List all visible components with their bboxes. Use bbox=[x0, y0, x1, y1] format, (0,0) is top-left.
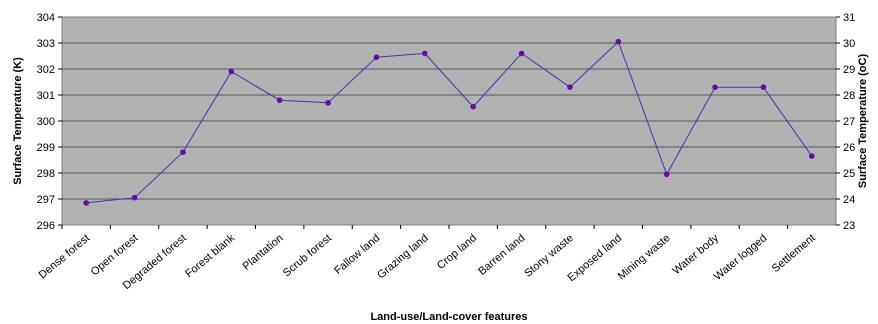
left-tick-label: 304 bbox=[37, 12, 55, 24]
data-point bbox=[180, 149, 186, 155]
grid-lines bbox=[62, 42, 836, 200]
left-tick-label: 297 bbox=[37, 194, 55, 206]
y-axis-right-title: Surface Temperature (oC) bbox=[857, 54, 869, 189]
right-tick-label: 28 bbox=[843, 90, 855, 102]
x-tick-label: Water logged bbox=[712, 232, 770, 283]
data-point bbox=[276, 97, 283, 103]
data-point bbox=[518, 50, 525, 57]
left-tick-label: 298 bbox=[37, 168, 55, 180]
data-point bbox=[228, 68, 235, 75]
data-point bbox=[809, 153, 815, 159]
x-tick-label: Crop land bbox=[435, 232, 479, 272]
right-tick-label: 25 bbox=[843, 168, 855, 180]
y-axis-left-title: Surface Temperature (K) bbox=[12, 57, 24, 185]
right-axis-ticks: 23 24 25 26 27 28 29 30 31 bbox=[836, 12, 855, 232]
x-tick-label: Grazing land bbox=[375, 232, 430, 281]
data-point bbox=[131, 194, 138, 201]
left-tick-label: 301 bbox=[37, 90, 55, 102]
left-tick-label: 300 bbox=[37, 116, 55, 128]
left-axis-ticks: 296 297 298 299 300 301 302 303 304 bbox=[37, 12, 62, 232]
x-axis-title: Land-use/Land-cover features bbox=[370, 311, 527, 323]
x-tick-label: Open forest bbox=[89, 232, 141, 278]
series-line bbox=[86, 40, 813, 204]
data-point bbox=[470, 103, 476, 110]
left-tick-label: 299 bbox=[37, 142, 55, 154]
x-tick-label: Dense forest bbox=[37, 232, 92, 281]
right-tick-label: 30 bbox=[843, 38, 855, 50]
data-point bbox=[567, 84, 573, 90]
right-tick-label: 31 bbox=[843, 12, 855, 24]
x-tick-label: Water body bbox=[670, 232, 721, 277]
x-tick-label: Barren land bbox=[476, 232, 527, 278]
left-tick-label: 302 bbox=[37, 64, 55, 76]
x-tick-label: Scrub forest bbox=[281, 232, 334, 279]
right-tick-label: 23 bbox=[843, 220, 855, 232]
x-tick-label: Plantation bbox=[240, 232, 285, 273]
right-tick-label: 27 bbox=[843, 116, 855, 128]
data-point bbox=[615, 38, 622, 45]
right-tick-label: 24 bbox=[843, 194, 855, 206]
data-point bbox=[712, 84, 718, 90]
data-point bbox=[325, 100, 331, 106]
data-point bbox=[422, 50, 428, 57]
right-tick-label: 26 bbox=[843, 142, 855, 154]
x-tick-label: Mining waste bbox=[616, 232, 673, 282]
left-tick-label: 303 bbox=[37, 38, 55, 50]
data-points bbox=[83, 38, 815, 206]
data-point bbox=[663, 171, 670, 178]
right-tick-label: 29 bbox=[843, 64, 855, 76]
x-tick-label: Forest blank bbox=[183, 232, 237, 280]
x-tick-label: Fallow land bbox=[332, 232, 382, 277]
left-tick-label: 296 bbox=[37, 220, 55, 232]
data-point bbox=[373, 54, 380, 61]
data-point bbox=[760, 84, 767, 90]
data-point bbox=[83, 200, 89, 206]
x-tick-label: Settlement bbox=[770, 232, 818, 275]
